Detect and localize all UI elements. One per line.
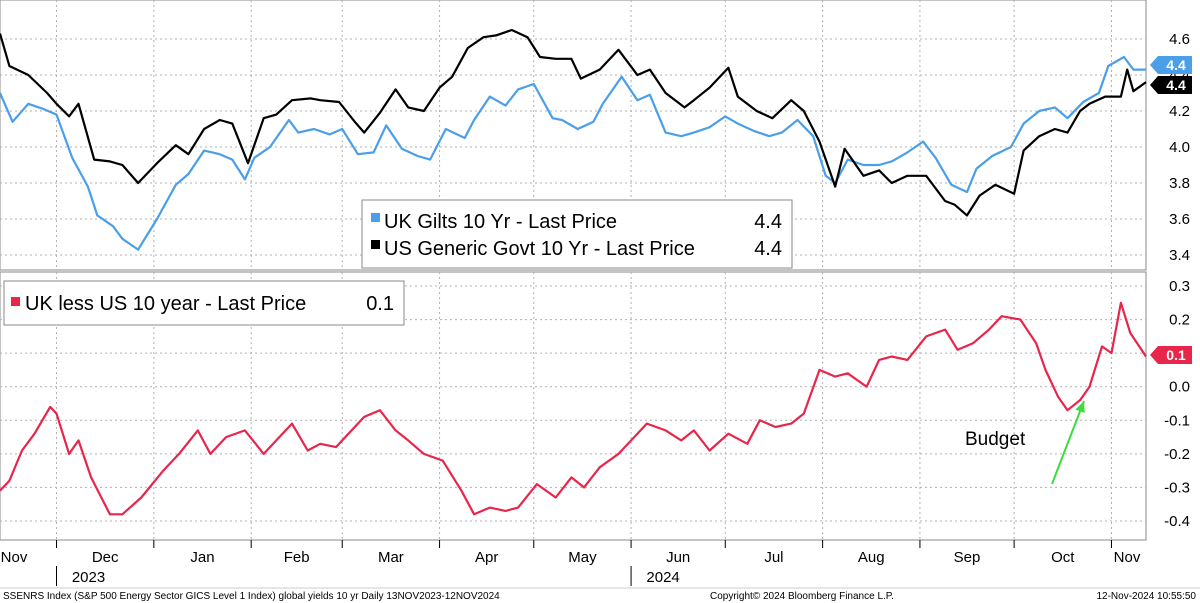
y-tick-label: 3.4 bbox=[1169, 247, 1190, 264]
x-month-label: Dec bbox=[92, 549, 119, 566]
x-month-label: Feb bbox=[284, 549, 310, 566]
us-govt-line bbox=[0, 28, 1147, 217]
us-legend-swatch bbox=[371, 240, 380, 249]
bottom-panel-series bbox=[0, 301, 1147, 516]
spread-tag-bg bbox=[1150, 346, 1192, 364]
x-year-label: 2023 bbox=[72, 569, 105, 586]
footer-description: SSENRS Index (S&P 500 Energy Sector GICS… bbox=[3, 591, 500, 602]
y-tick-label: -0.4 bbox=[1164, 513, 1190, 530]
us-legend-label: US Generic Govt 10 Yr - Last Price bbox=[384, 238, 695, 260]
x-month-label: Jul bbox=[764, 549, 783, 566]
x-month-label: Mar bbox=[378, 549, 404, 566]
x-month-label: Sep bbox=[954, 549, 981, 566]
y-tick-label: 0.0 bbox=[1169, 379, 1190, 396]
budget-label: Budget bbox=[965, 429, 1026, 450]
uk-legend-label: UK Gilts 10 Yr - Last Price bbox=[384, 211, 617, 233]
x-month-label: Apr bbox=[475, 549, 498, 566]
uk-tag-bg bbox=[1150, 56, 1192, 74]
uk-legend-swatch bbox=[371, 213, 380, 222]
us-legend-value: 4.4 bbox=[754, 238, 782, 260]
footer-timestamp: 12-Nov-2024 10:55:50 bbox=[1096, 591, 1196, 602]
y-tick-label: 0.3 bbox=[1169, 278, 1190, 295]
y-tick-label: 4.2 bbox=[1169, 103, 1190, 120]
x-month-label: Jun bbox=[666, 549, 690, 566]
y-tick-label: 3.8 bbox=[1169, 175, 1190, 192]
uk-tag-label: 4.4 bbox=[1166, 57, 1186, 73]
budget-arrow bbox=[1051, 400, 1085, 485]
us-tag-label: 4.4 bbox=[1166, 77, 1186, 93]
y-tick-label: 0.2 bbox=[1169, 312, 1190, 329]
y-tick-label: -0.3 bbox=[1164, 479, 1190, 496]
x-axis-year-labels: 2023 2024 bbox=[56, 566, 680, 586]
spread-legend-label: UK less US 10 year - Last Price bbox=[25, 293, 306, 315]
bottom-panel-y-tick-labels: -0.4 -0.3 -0.2 -0.1 0.0 0.1 0.2 0.3 bbox=[1164, 278, 1190, 530]
x-month-label: May bbox=[568, 549, 597, 566]
spread-legend-swatch bbox=[11, 297, 20, 306]
footer-copyright: Copyright© 2024 Bloomberg Finance L.P. bbox=[710, 591, 894, 602]
top-panel-gridlines bbox=[0, 38, 1146, 256]
bottom-legend: UK less US 10 year - Last Price 0.1 bbox=[3, 280, 405, 326]
top-panel-y-tick-labels: 3.4 3.6 3.8 4.0 4.2 4.4 4.6 bbox=[1169, 31, 1190, 264]
bottom-legend-box bbox=[3, 280, 405, 326]
top-legend-box bbox=[361, 199, 793, 269]
last-value-tags: 4.4 4.4 0.1 bbox=[1150, 56, 1192, 364]
y-tick-label: 3.6 bbox=[1169, 211, 1190, 228]
spread-legend-value: 0.1 bbox=[366, 293, 394, 315]
x-axis-labels: Nov Dec Jan Feb Mar Apr May Jun Jul Aug Sep Oct Nov bbox=[1, 540, 1141, 566]
top-panel-series bbox=[0, 28, 1147, 251]
top-legend: UK Gilts 10 Yr - Last Price 4.4 US Gener… bbox=[361, 199, 793, 269]
budget-arrow-head bbox=[1075, 401, 1085, 414]
x-month-label: Jan bbox=[190, 549, 214, 566]
y-tick-label: -0.1 bbox=[1164, 412, 1190, 429]
y-tick-label: 4.6 bbox=[1169, 31, 1190, 48]
x-month-label: Aug bbox=[858, 549, 885, 566]
x-month-label: Oct bbox=[1051, 549, 1075, 566]
y-tick-label: 4.0 bbox=[1169, 139, 1190, 156]
uk-legend-value: 4.4 bbox=[754, 211, 782, 233]
x-month-label: Nov bbox=[1114, 549, 1141, 566]
spread-line bbox=[0, 301, 1147, 516]
y-tick-label: -0.2 bbox=[1164, 446, 1190, 463]
budget-annotation: Budget bbox=[965, 400, 1085, 485]
uk-gilts-line bbox=[0, 55, 1146, 251]
x-year-label: 2024 bbox=[646, 569, 679, 586]
us-tag-bg bbox=[1150, 76, 1192, 94]
x-month-label: Nov bbox=[1, 549, 28, 566]
spread-tag-label: 0.1 bbox=[1166, 347, 1186, 363]
